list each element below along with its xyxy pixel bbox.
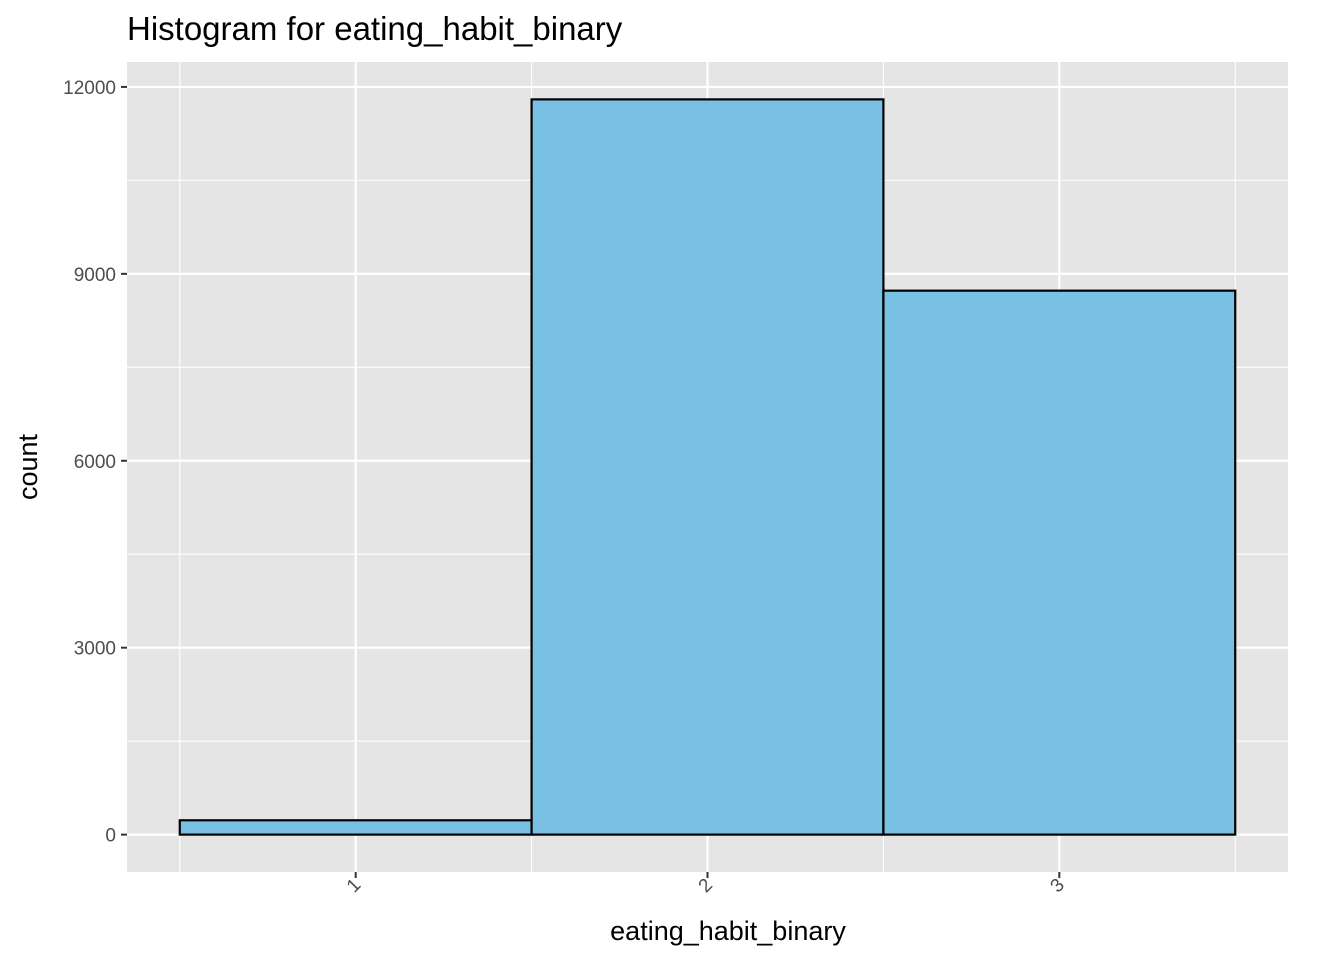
x-tick-label: 2: [695, 875, 717, 897]
y-axis-label: count: [13, 433, 43, 500]
bars: [178, 98, 1237, 836]
y-tick-label: 12000: [63, 78, 116, 99]
y-tick-label: 6000: [74, 452, 116, 473]
x-axis: 1 2 3: [343, 872, 1069, 897]
y-tick-label: 3000: [74, 639, 116, 660]
y-tick-label: 9000: [74, 265, 116, 286]
x-tick-label: 3: [1047, 875, 1069, 897]
bar-3: [882, 289, 1237, 836]
bar-2: [530, 98, 885, 836]
y-tick-label: 0: [105, 826, 116, 847]
x-tick-label: 1: [343, 875, 365, 897]
bar-1: [178, 819, 533, 836]
y-axis: 0 3000 6000 9000 12000: [63, 78, 127, 847]
chart-title: Histogram for eating_habit_binary: [127, 10, 623, 47]
x-axis-label: eating_habit_binary: [610, 916, 846, 946]
